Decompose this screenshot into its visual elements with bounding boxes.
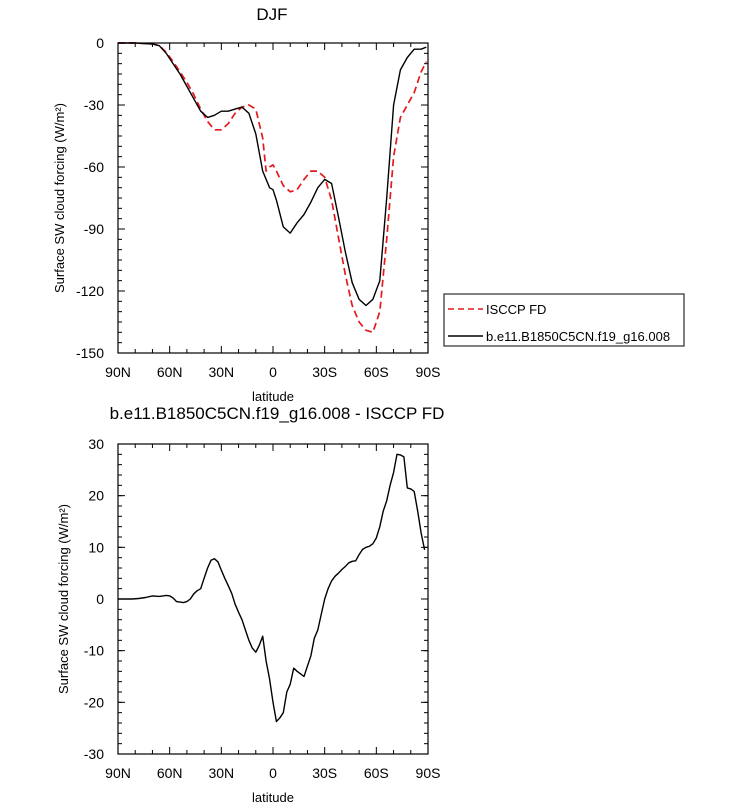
x-tick-label: 90N [105,765,131,781]
series-line-2 [118,42,427,307]
panel-title: b.e11.B1850C5CN.f19_g16.008 - ISCCP FD [110,404,445,423]
x-tick-label: 60S [364,364,389,380]
x-tick-label: 0 [269,364,277,380]
y-tick-label: 0 [96,591,104,607]
x-tick-label: 30N [208,364,234,380]
x-tick-label: 60S [364,765,389,781]
legend-item: b.e11.B1850C5CN.f19_g16.008 [448,329,670,344]
x-tick-label: 90S [416,765,441,781]
legend: ISCCP FD b.e11.B1850C5CN.f19_g16.008 [443,293,685,347]
x-axis-label: latitude [252,389,294,404]
x-tick-label: 30S [312,364,337,380]
x-tick-label: 30S [312,765,337,781]
legend-label: ISCCP FD [486,302,546,317]
y-axis-label: Surface SW cloud forcing (W/m²) [52,103,67,293]
legend-label: b.e11.B1850C5CN.f19_g16.008 [486,329,670,344]
tick-marks [117,42,429,354]
y-tick-label: -60 [84,159,104,175]
top-panel: DJF 90N 60N 30N 0 30S 60S 90S 0 -30 -60 -90 -120 -15… [52,5,685,404]
y-tick-label: -120 [76,283,104,299]
y-tick-label: -90 [84,221,104,237]
x-tick-label: 0 [269,765,277,781]
y-tick-label: -20 [84,694,104,710]
plot-lines [118,453,426,723]
x-tick-label: 90N [105,364,131,380]
plot-frame [117,443,429,755]
y-tick-label: -30 [84,97,104,113]
x-axis-label: latitude [252,790,294,805]
y-tick-label: 20 [88,488,104,504]
x-tick-label: 90S [416,364,441,380]
y-tick-label: 30 [88,436,104,452]
plot-lines [118,42,428,334]
x-tick-label: 60N [157,364,183,380]
tick-labels: 90N 60N 30N 0 30S 60S 90S 0 -30 -60 -90 -120 -150 [76,35,440,380]
y-tick-label: 0 [96,35,104,51]
x-tick-label: 60N [157,765,183,781]
bottom-panel: b.e11.B1850C5CN.f19_g16.008 - ISCCP FD 9… [56,404,444,805]
legend-item: ISCCP FD [448,302,546,317]
series-line-1 [118,453,426,723]
y-tick-label: -30 [84,746,104,762]
legend-box [443,293,685,347]
panel-title: DJF [256,5,287,24]
y-tick-label: -10 [84,643,104,659]
tick-labels: 90N 60N 30N 0 30S 60S 90S 30 20 10 0 -10 -20 -30 [84,436,441,781]
y-axis-label: Surface SW cloud forcing (W/m²) [56,504,71,694]
plot-frame [117,42,429,354]
y-tick-label: -150 [76,345,104,361]
y-tick-label: 10 [88,539,104,555]
series-line-1 [118,42,428,334]
tick-marks [117,443,429,755]
x-tick-label: 30N [208,765,234,781]
